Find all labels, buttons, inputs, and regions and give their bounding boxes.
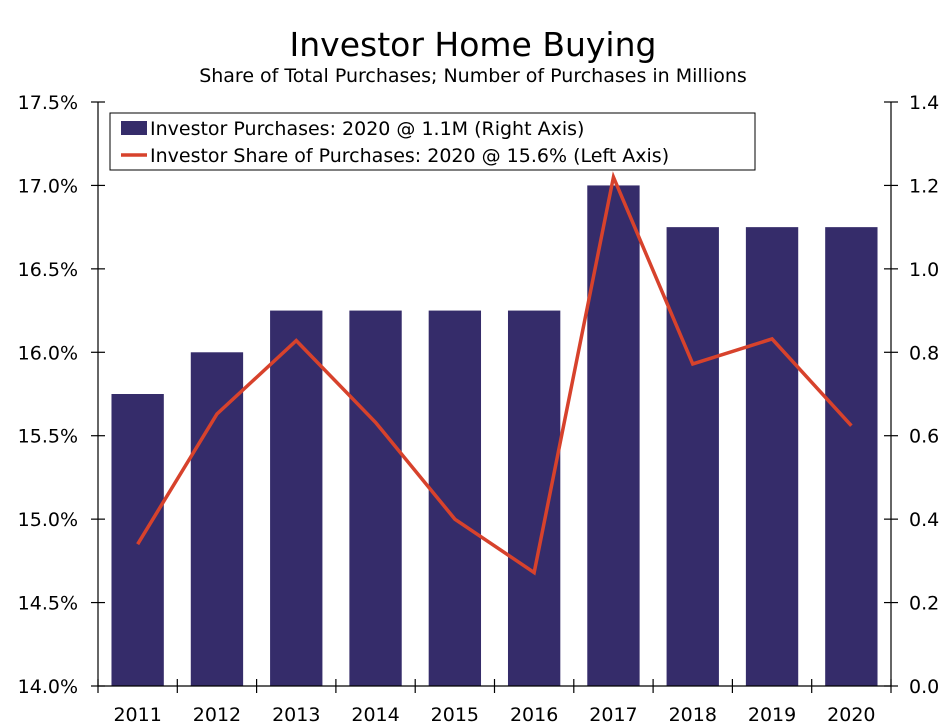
left-tick-label: 14.5% bbox=[18, 593, 78, 615]
x-tick-label: 2016 bbox=[510, 704, 558, 726]
legend-label-line: Investor Share of Purchases: 2020 @ 15.6… bbox=[150, 145, 669, 167]
right-tick-label: 1.0 bbox=[909, 259, 939, 281]
bar-2018 bbox=[666, 227, 719, 686]
x-tick-label: 2017 bbox=[589, 704, 637, 726]
bar-2011 bbox=[111, 394, 164, 686]
left-tick-label: 14.0% bbox=[18, 676, 78, 698]
chart-subtitle: Share of Total Purchases; Number of Purc… bbox=[199, 65, 747, 87]
right-tick-label: 0.8 bbox=[909, 342, 939, 364]
x-tick-label: 2012 bbox=[193, 704, 241, 726]
left-tick-label: 17.5% bbox=[18, 92, 78, 114]
legend-label-bars: Investor Purchases: 2020 @ 1.1M (Right A… bbox=[150, 118, 584, 140]
right-tick-label: 0.6 bbox=[909, 426, 939, 448]
legend: Investor Purchases: 2020 @ 1.1M (Right A… bbox=[109, 112, 756, 171]
x-tick-label: 2019 bbox=[748, 704, 796, 726]
bar-2014 bbox=[349, 310, 402, 686]
legend-box bbox=[109, 112, 756, 171]
bar-2012 bbox=[190, 352, 244, 686]
right-tick-label: 0.4 bbox=[909, 509, 939, 531]
bar-2019 bbox=[745, 227, 799, 686]
right-tick-label: 0.2 bbox=[909, 593, 939, 615]
right-tick-label: 1.2 bbox=[909, 175, 939, 197]
bar-2013 bbox=[270, 310, 323, 686]
x-tick-label: 2014 bbox=[351, 704, 399, 726]
bar-2020 bbox=[825, 227, 878, 686]
left-tick-label: 15.5% bbox=[18, 426, 78, 448]
left-tick-label: 15.0% bbox=[18, 509, 78, 531]
line-investor-share bbox=[136, 171, 853, 576]
left-tick-label: 17.0% bbox=[18, 175, 78, 197]
left-tick-label: 16.5% bbox=[18, 259, 78, 281]
axes-layer: 14.0% 14.5% 15.0% 15.5% 16.0% 16.5% 17.0% 17.5%… bbox=[18, 92, 940, 726]
left-tick-label: 16.0% bbox=[18, 342, 78, 364]
right-tick-label: 0.0 bbox=[909, 676, 939, 698]
legend-swatch-bars bbox=[121, 121, 147, 135]
line-layer bbox=[136, 171, 853, 576]
x-tick-label: 2020 bbox=[827, 704, 875, 726]
x-tick-label: 2013 bbox=[272, 704, 320, 726]
x-tick-label: 2015 bbox=[431, 704, 479, 726]
bars-layer bbox=[111, 185, 878, 686]
right-tick-label: 1.4 bbox=[909, 92, 939, 114]
x-tick-label: 2018 bbox=[669, 704, 717, 726]
bar-2016 bbox=[507, 310, 561, 686]
chart-title: Investor Home Buying bbox=[290, 25, 657, 64]
x-tick-label: 2011 bbox=[113, 704, 161, 726]
